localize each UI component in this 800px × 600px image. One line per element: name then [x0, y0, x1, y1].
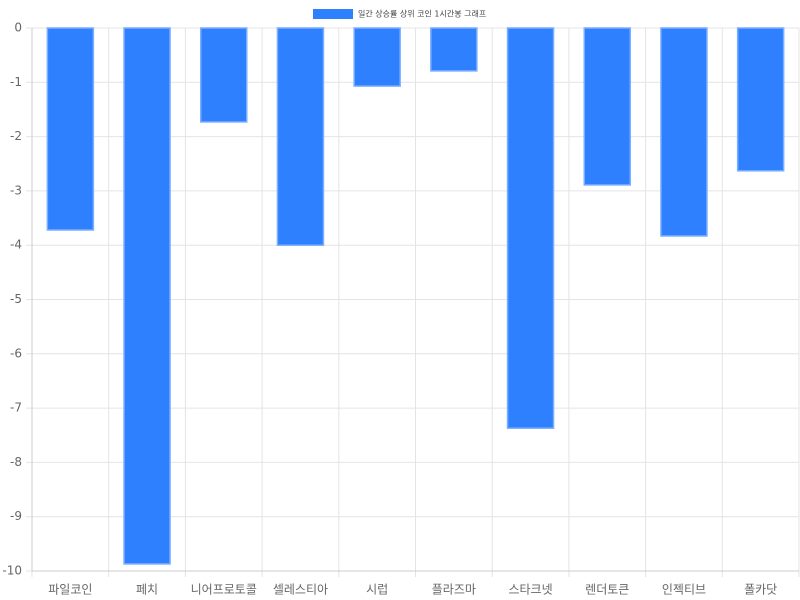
bar — [46, 27, 95, 231]
bar — [736, 27, 785, 172]
x-tick-label: 페치 — [136, 583, 158, 597]
x-tick-label: 폴카닷 — [744, 583, 777, 597]
bar — [583, 27, 632, 186]
x-tick-label: 렌더토큰 — [585, 583, 629, 597]
x-tick-label: 셀레스티아 — [273, 583, 328, 597]
bar — [199, 27, 248, 123]
y-tick-label: 0 — [14, 21, 22, 35]
y-tick-label: -2 — [10, 129, 22, 143]
bar — [353, 27, 401, 87]
y-tick-label: -4 — [10, 238, 22, 252]
x-tick-label: 시럽 — [366, 583, 388, 597]
x-tick-label: 스타크넷 — [508, 583, 552, 597]
y-tick-label: -8 — [10, 455, 22, 469]
bar — [430, 27, 478, 72]
x-tick-label: 니어프로토콜 — [191, 583, 257, 597]
bar — [660, 27, 708, 237]
y-tick-label: -7 — [10, 401, 22, 415]
legend-swatch — [313, 9, 353, 19]
y-tick-label: -9 — [10, 509, 22, 523]
bar — [123, 27, 171, 565]
bar — [506, 27, 555, 429]
y-tick-label: -3 — [10, 183, 22, 197]
bar — [276, 27, 325, 246]
x-tick-label: 인젝티브 — [662, 583, 706, 597]
x-tick-label: 플라즈마 — [432, 583, 476, 597]
y-tick-label: -10 — [2, 564, 22, 578]
y-tick-label: -5 — [10, 292, 22, 306]
y-tick-label: -6 — [10, 346, 22, 360]
legend-label: 일간 상승률 상위 코인 1시간봉 그래프 — [358, 9, 486, 19]
y-tick-label: -1 — [10, 75, 22, 89]
x-tick-label: 파일코인 — [48, 583, 92, 597]
